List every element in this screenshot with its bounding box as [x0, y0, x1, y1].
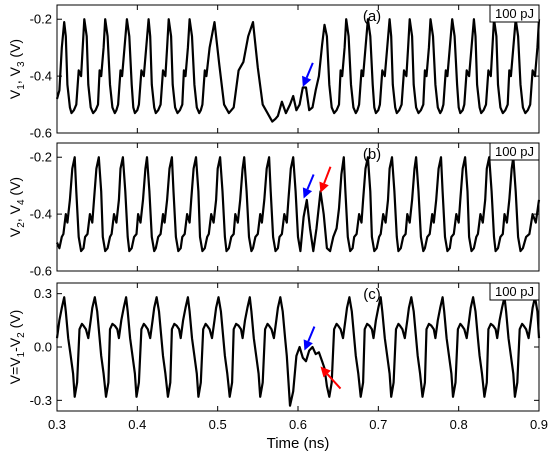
- y-axis-label-part: V=V: [7, 357, 23, 385]
- arrow-shaft: [305, 62, 314, 79]
- arrow-head: [302, 187, 313, 199]
- panel-label: (b): [363, 146, 381, 163]
- y-axis-label: V2, V4 (V): [7, 177, 27, 237]
- arrow-shaft: [326, 373, 342, 390]
- y-axis-label-subscript: 3: [16, 61, 27, 67]
- y-axis-label-subscript: 1: [16, 351, 27, 357]
- energy-label: 100 pJ: [495, 284, 534, 299]
- x-tick-label: 0.6: [289, 417, 307, 432]
- arrow-head: [302, 75, 312, 87]
- y-tick-label: -0.2: [30, 12, 52, 27]
- y-axis-label-subscript: 1: [16, 84, 27, 90]
- y-tick-label: -0.4: [30, 207, 52, 222]
- series-line: [55, 296, 541, 407]
- y-axis-label-part: (V): [7, 177, 23, 200]
- series-line: [55, 18, 541, 123]
- y-tick-label: 0.0: [34, 340, 52, 355]
- x-tick-label: 0.7: [369, 417, 387, 432]
- y-axis-label: V=V1-V2 (V): [7, 310, 27, 385]
- y-tick-label: -0.4: [30, 69, 52, 84]
- y-axis-label: V1, V3 (V): [7, 39, 27, 99]
- x-tick-label: 0.4: [128, 417, 146, 432]
- x-tick-label: 0.9: [530, 417, 548, 432]
- y-axis-label-subscript: 2: [16, 222, 27, 228]
- x-tick-label: 0.5: [209, 417, 227, 432]
- x-axis-label: Time (ns): [267, 435, 330, 452]
- y-tick-label: -0.6: [30, 126, 52, 141]
- y-tick-label: -0.6: [30, 264, 52, 279]
- y-axis-label-subscript: 2: [16, 332, 27, 338]
- energy-label: 100 pJ: [495, 6, 534, 21]
- panel-label: (c): [363, 286, 381, 303]
- y-tick-label: -0.2: [30, 150, 52, 165]
- y-axis-label-part: (V): [7, 39, 23, 62]
- energy-box: [489, 4, 540, 23]
- y-axis-label-part: (V): [7, 310, 23, 333]
- panel-frame: [56, 4, 540, 134]
- energy-box: [489, 282, 540, 301]
- series-line: [55, 156, 541, 253]
- y-axis-label-part: , V: [7, 66, 23, 84]
- y-tick-label: 0.3: [34, 286, 52, 301]
- energy-label: 100 pJ: [495, 144, 534, 159]
- x-tick-label: 0.8: [450, 417, 468, 432]
- y-tick-label: -0.3: [30, 393, 52, 408]
- arrow-head: [320, 366, 331, 378]
- y-axis-label-part: V: [7, 89, 23, 99]
- y-axis-label-part: V: [7, 227, 23, 237]
- y-axis-label-subscript: 4: [16, 199, 27, 205]
- y-axis-label-part: -V: [7, 337, 23, 352]
- arrow-shaft: [307, 326, 316, 342]
- x-tick-label: 0.3: [48, 417, 66, 432]
- panel-label: (a): [363, 8, 381, 25]
- arrow-head: [303, 339, 313, 351]
- arrow-head: [319, 181, 329, 193]
- arrow-shaft: [306, 174, 315, 190]
- y-axis-label-part: , V: [7, 204, 23, 222]
- panel-frame: [56, 282, 540, 412]
- arrow-shaft: [323, 166, 332, 184]
- energy-box: [489, 142, 540, 161]
